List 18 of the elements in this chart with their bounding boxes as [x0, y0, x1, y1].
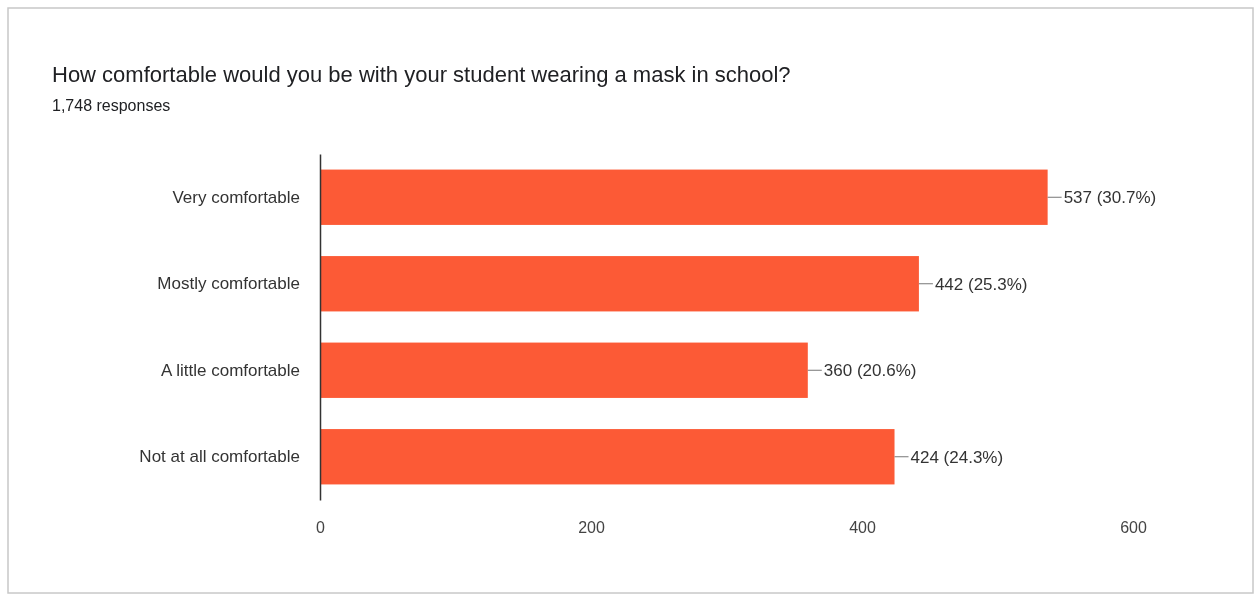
- x-tick-label: 400: [849, 519, 876, 537]
- x-tick-label: 0: [316, 519, 326, 537]
- text: 1,748 responses: [52, 97, 171, 114]
- y-tick-label: Not at all comfortable: [139, 447, 300, 467]
- bar: [320, 169, 1048, 225]
- data-label: 424 (24.3%): [910, 447, 1004, 467]
- y-tick-label: Mostly comfortable: [157, 274, 300, 294]
- data-label: 360 (20.6%): [823, 361, 917, 381]
- x-tick-label: 200: [578, 519, 605, 537]
- bar: [320, 342, 808, 398]
- chart-title: How comfortable would you be with your student wearing a mask in school?: [52, 62, 791, 87]
- bar: [320, 256, 919, 312]
- data-label: 537 (30.7%): [1063, 188, 1157, 208]
- x-tick-label: 600: [1120, 519, 1147, 537]
- y-tick-label: Very comfortable: [172, 187, 300, 207]
- bar: [320, 429, 895, 485]
- data-label: 442 (25.3%): [934, 274, 1028, 294]
- y-tick-label: A little comfortable: [161, 360, 300, 380]
